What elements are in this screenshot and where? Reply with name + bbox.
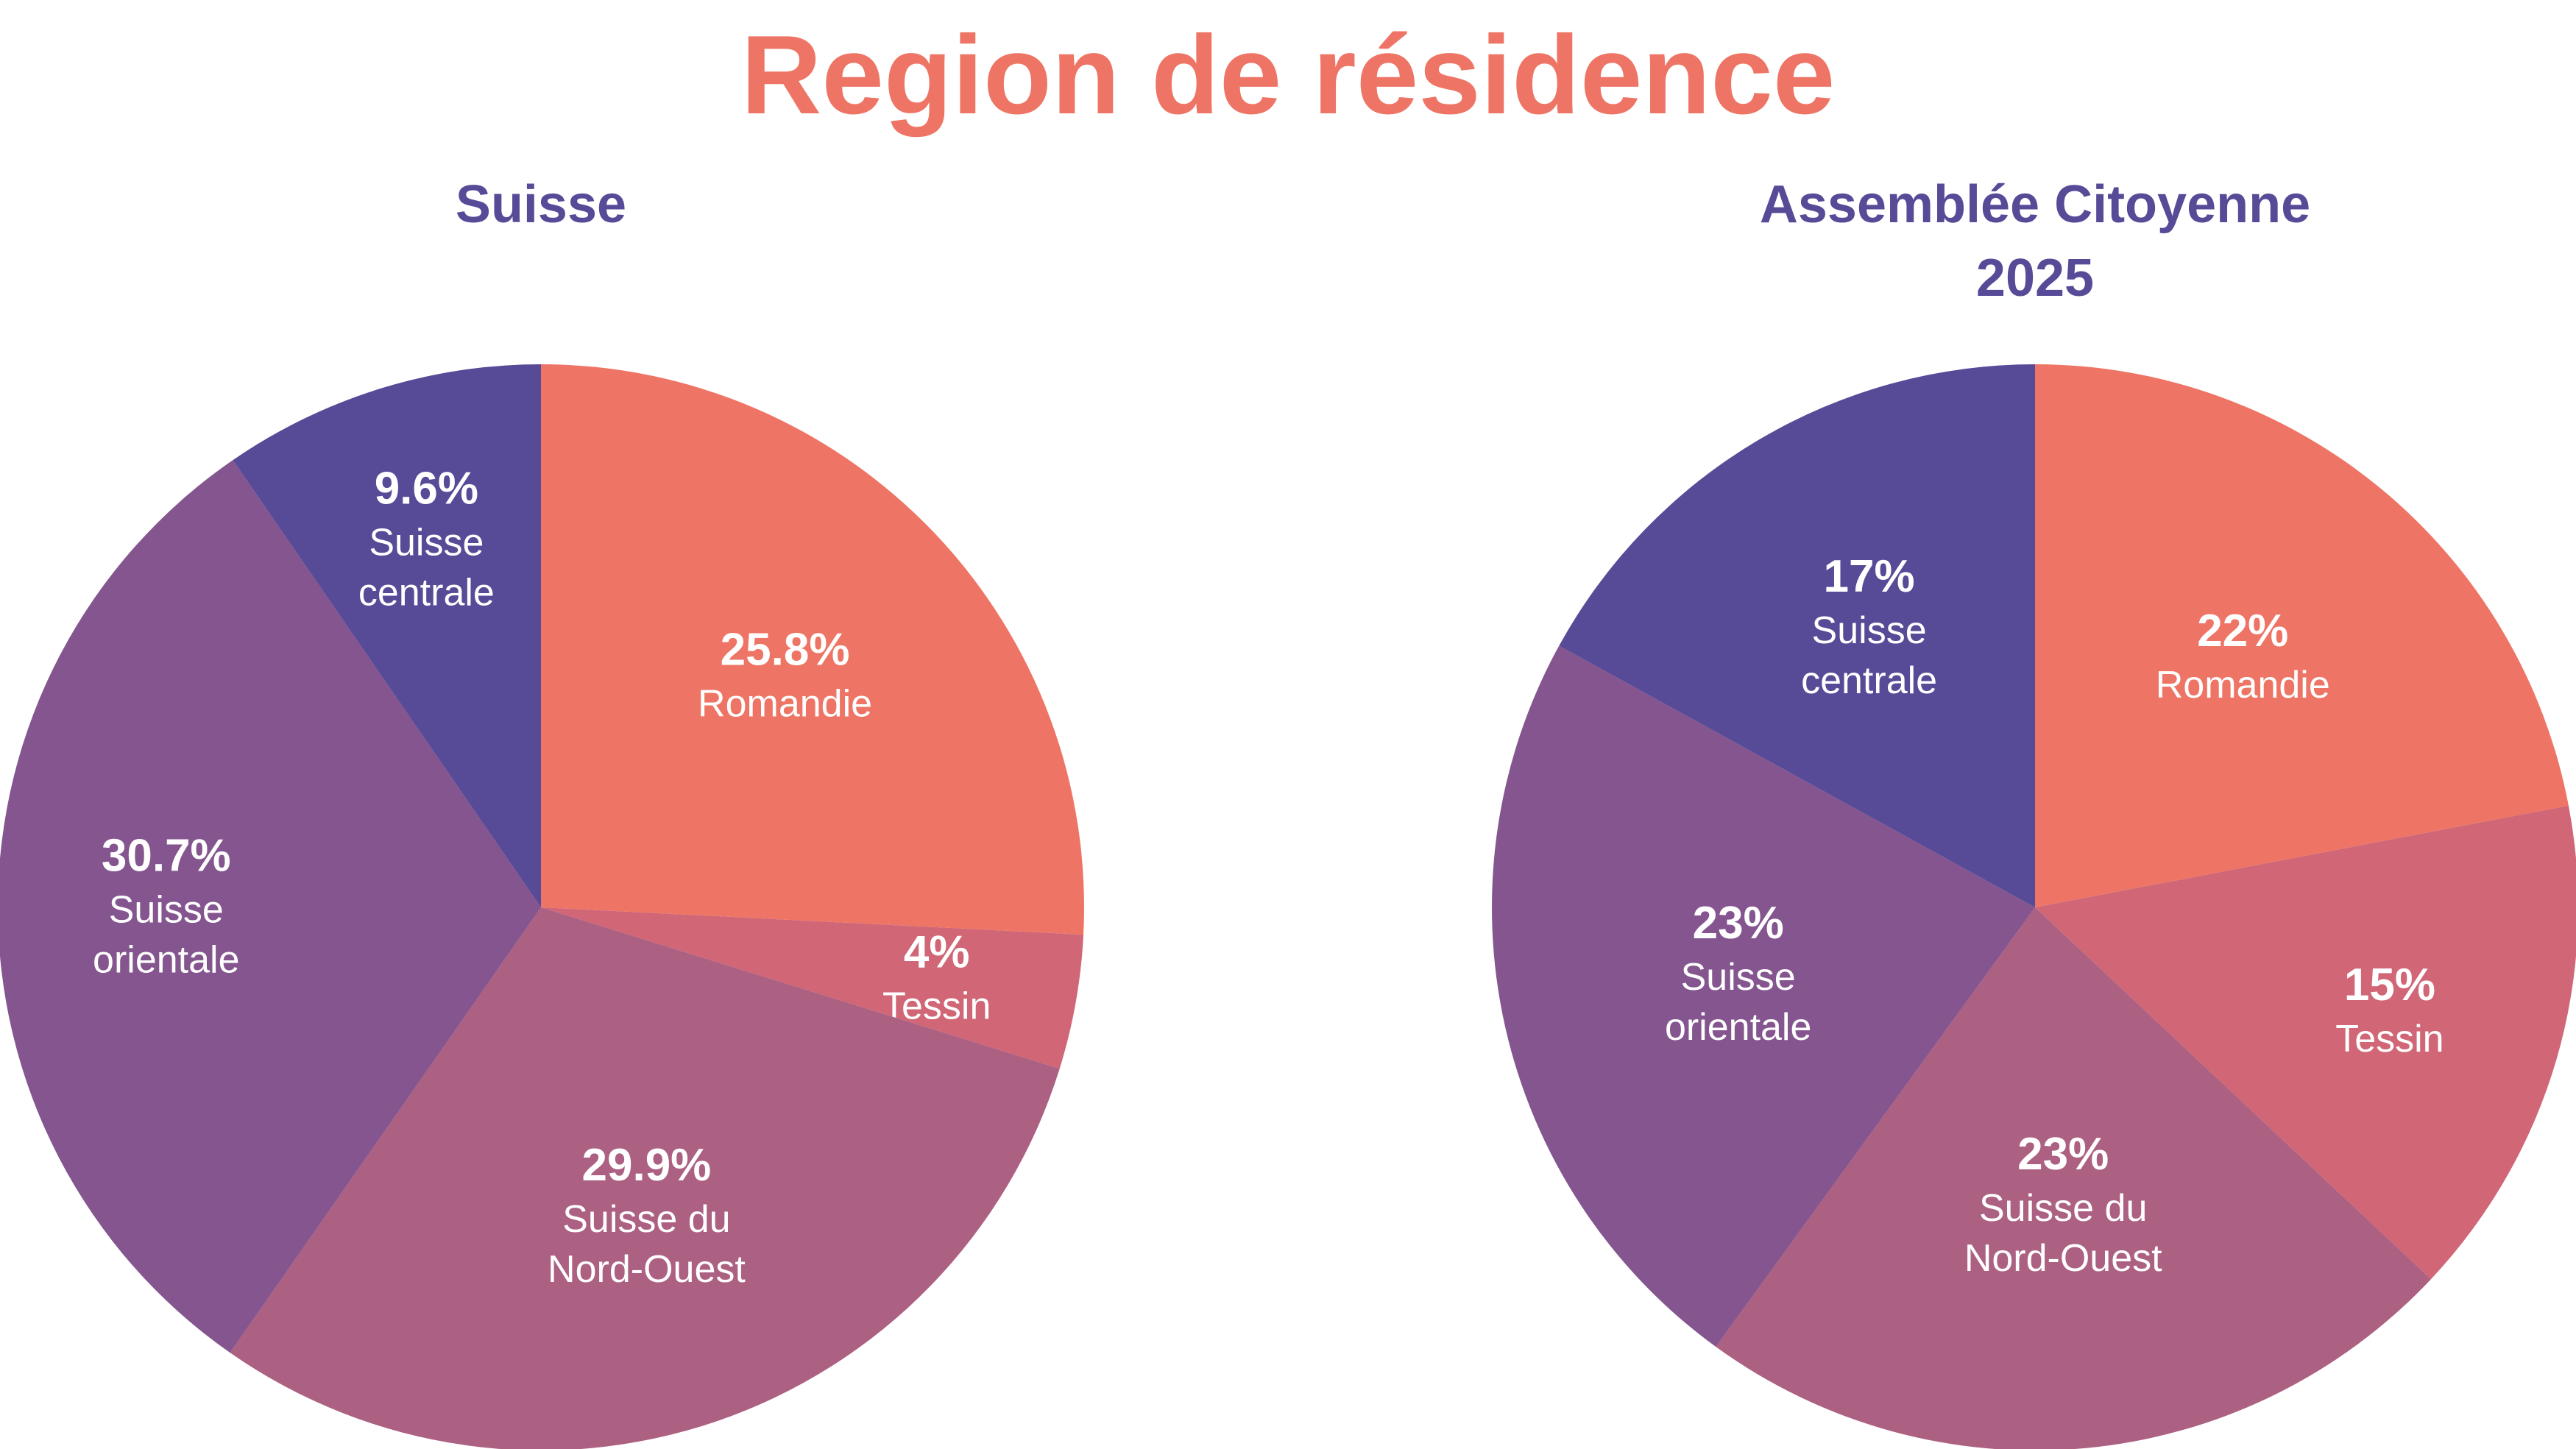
pie-label-value-suisse-du-nord-ouest: 23%	[2017, 1129, 2109, 1180]
pie-label-name-suisse-centrale: Suisse	[1812, 609, 1927, 652]
pie-slice-suisse-du-nord-ouest	[1716, 907, 2431, 1449]
pie-label-name-suisse-orientale: Suisse	[109, 888, 224, 931]
pie-slice-suisse-du-nord-ouest	[230, 907, 1060, 1449]
pie-label-value-suisse-du-nord-ouest: 29.9%	[582, 1140, 712, 1191]
chart-main-title: Region de résidence	[740, 13, 1836, 138]
pie-slice-romandie	[2035, 364, 2569, 907]
pie-slice-tessin	[541, 907, 1084, 1069]
pie-title-assemblee-line-2: 2025	[1975, 249, 2095, 308]
pie-chart-assemblee: 22% Romandie 15% Tessin 23% Suisse du Nord-Oue…	[1492, 364, 2576, 1449]
pie-label-name-suisse-du-nord-ouest: Nord-Ouest	[1964, 1237, 2162, 1280]
pie-label-name-suisse-orientale: Suisse	[1681, 956, 1796, 999]
pie-label-name-tessin: Tessin	[2335, 1018, 2444, 1060]
pie-label-value-suisse-centrale: 17%	[1824, 551, 1915, 602]
pie-slice-suisse-centrale	[233, 364, 541, 907]
pie-label-name-suisse-du-nord-ouest: Nord-Ouest	[548, 1248, 746, 1291]
pie-title-assemblee-line-1: Assemblée Citoyenne	[1759, 175, 2311, 234]
pie-slice-tessin	[2035, 805, 2576, 1280]
pie-label-value-romandie: 25.8%	[721, 625, 850, 676]
pie-label-value-suisse-orientale: 30.7%	[102, 830, 231, 881]
pie-label-name-suisse-du-nord-ouest: Suisse du	[562, 1198, 730, 1241]
pie-label-value-romandie: 22%	[2197, 606, 2288, 656]
pie-title-suisse: Suisse	[455, 175, 627, 234]
pie-label-name-suisse-du-nord-ouest: Suisse du	[1979, 1187, 2147, 1230]
pie-label-name-suisse-centrale: Suisse	[369, 522, 484, 564]
pie-label-value-tessin: 4%	[904, 927, 970, 978]
pie-label-value-tessin: 15%	[2344, 960, 2435, 1010]
pie-label-name-romandie: Romandie	[698, 683, 872, 726]
pie-label-name-suisse-centrale: centrale	[358, 572, 495, 614]
pie-slice-suisse-orientale	[1492, 645, 2035, 1347]
pie-label-value-suisse-orientale: 23%	[1693, 898, 1784, 949]
pie-title-assemblee: Assemblée Citoyenne 2025	[1520, 168, 2550, 315]
pie-label-name-suisse-orientale: orientale	[1665, 1006, 1811, 1049]
pie-label-name-romandie: Romandie	[2156, 664, 2330, 706]
pie-slice-suisse-centrale	[1559, 364, 2035, 907]
pie-label-value-suisse-centrale: 9.6%	[375, 464, 478, 514]
pie-label-name-suisse-centrale: centrale	[1801, 659, 1937, 702]
pie-slice-suisse-orientale	[0, 460, 541, 1353]
pie-label-name-suisse-orientale: orientale	[93, 938, 239, 981]
pie-slice-romandie	[541, 364, 1084, 935]
